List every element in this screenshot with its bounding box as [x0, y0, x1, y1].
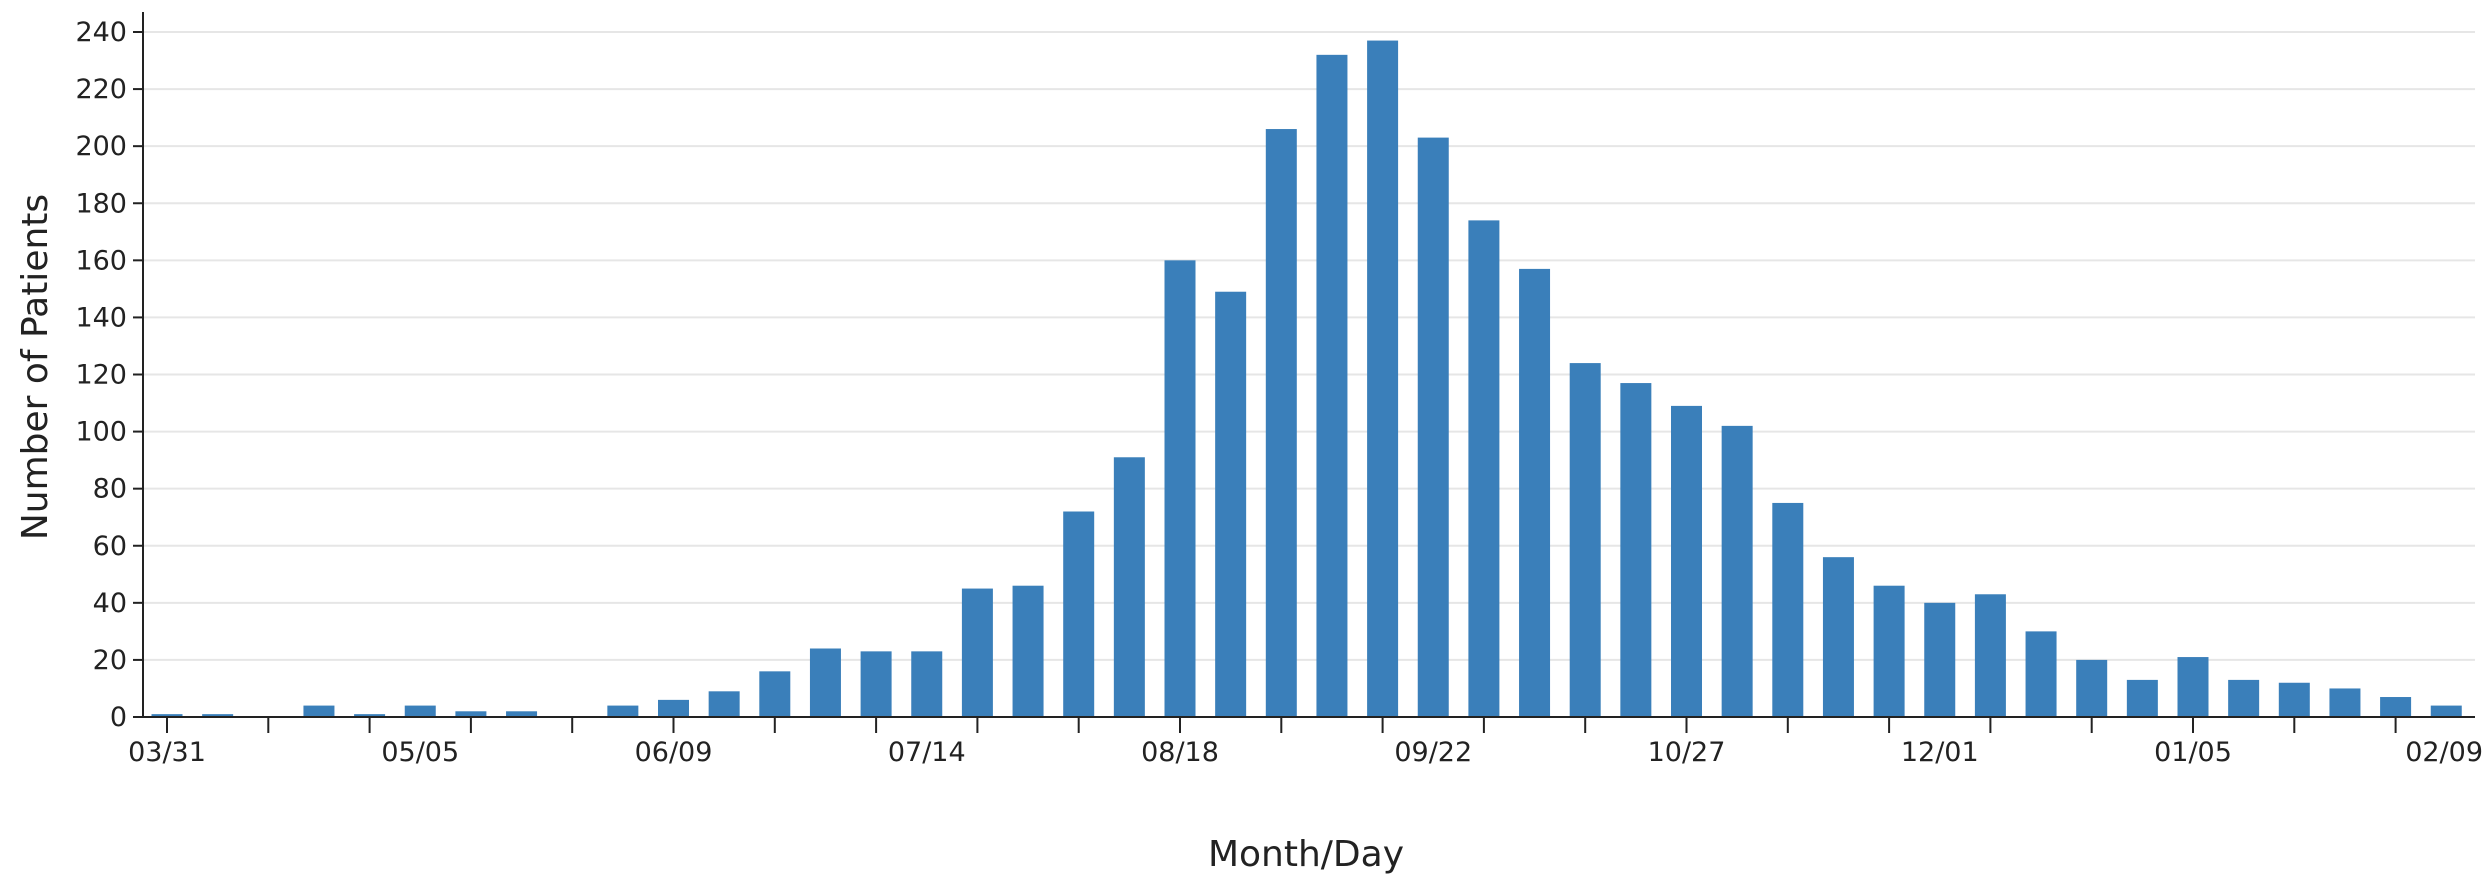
y-tick-label: 100	[75, 417, 127, 448]
bar	[911, 651, 943, 717]
bar	[1164, 260, 1196, 717]
x-tick-label: 10/27	[1648, 737, 1726, 768]
bar	[2278, 682, 2310, 717]
bar	[404, 705, 436, 717]
bar	[2228, 679, 2260, 717]
bar	[2025, 631, 2057, 717]
bar	[1012, 585, 1044, 717]
bar	[1924, 602, 1956, 717]
bar	[1215, 291, 1247, 717]
bar	[2430, 705, 2462, 717]
bar	[1822, 557, 1854, 717]
bar	[2380, 697, 2412, 717]
bar	[354, 714, 386, 717]
bar	[1873, 585, 1905, 717]
bar	[1569, 363, 1601, 717]
bar	[1367, 40, 1399, 717]
y-tick-label: 0	[110, 702, 127, 733]
bar	[1519, 268, 1551, 717]
bar	[202, 714, 234, 717]
bar	[455, 711, 487, 717]
bar	[2329, 688, 2361, 717]
x-tick-label: 12/01	[1901, 737, 1979, 768]
x-tick-label: 05/05	[381, 737, 459, 768]
y-tick-label: 60	[93, 531, 127, 562]
y-tick-label: 200	[75, 131, 127, 162]
x-tick-label: 02/09	[2405, 737, 2483, 768]
y-tick-label: 20	[93, 645, 127, 676]
bar	[2177, 657, 2209, 717]
bar	[1063, 511, 1095, 717]
bar	[658, 699, 689, 717]
y-axis-ticks: 0 20 40 60 80 100 120 140 160 180 200 220 240	[75, 17, 143, 733]
bar	[1721, 425, 1753, 717]
bar	[1113, 457, 1145, 717]
bar	[506, 711, 538, 717]
y-tick-label: 120	[75, 360, 127, 391]
bar	[809, 648, 841, 717]
bar	[1620, 383, 1652, 717]
bar	[759, 671, 791, 717]
bar	[2126, 679, 2158, 717]
bar	[1671, 405, 1702, 717]
y-tick-label: 40	[93, 588, 127, 619]
bar	[303, 705, 335, 717]
x-axis-title: Month/Day	[1208, 834, 1404, 875]
y-tick-label: 80	[93, 474, 127, 505]
y-tick-label: 140	[75, 302, 127, 333]
x-tick-label: 08/18	[1141, 737, 1219, 768]
bar	[1417, 137, 1449, 717]
x-tick-label: 03/31	[128, 737, 206, 768]
bar	[1772, 502, 1804, 717]
bar	[151, 714, 183, 717]
y-tick-label: 180	[75, 188, 127, 219]
y-tick-label: 160	[75, 245, 127, 276]
bar	[1316, 54, 1348, 718]
x-tick-label: 07/14	[888, 737, 966, 768]
bar	[2076, 659, 2108, 717]
x-axis-ticks: 03/31 05/05 06/09 07/14 08/18 09/22 10/27 12/01…	[128, 717, 2483, 768]
x-tick-label: 09/22	[1394, 737, 1472, 768]
bar	[708, 691, 740, 717]
axes	[142, 12, 2475, 718]
y-tick-label: 220	[75, 74, 127, 105]
bars	[151, 40, 2462, 718]
bar	[1974, 594, 2006, 717]
y-tick-label: 240	[75, 17, 127, 48]
bar	[1468, 220, 1500, 717]
bar	[607, 705, 639, 717]
x-tick-label: 01/05	[2154, 737, 2232, 768]
bar	[1265, 129, 1297, 717]
x-tick-label: 06/09	[635, 737, 713, 768]
bar	[860, 651, 892, 717]
y-axis-title: Number of Patients	[15, 194, 56, 540]
bar	[961, 588, 993, 717]
gridlines	[143, 31, 2475, 661]
